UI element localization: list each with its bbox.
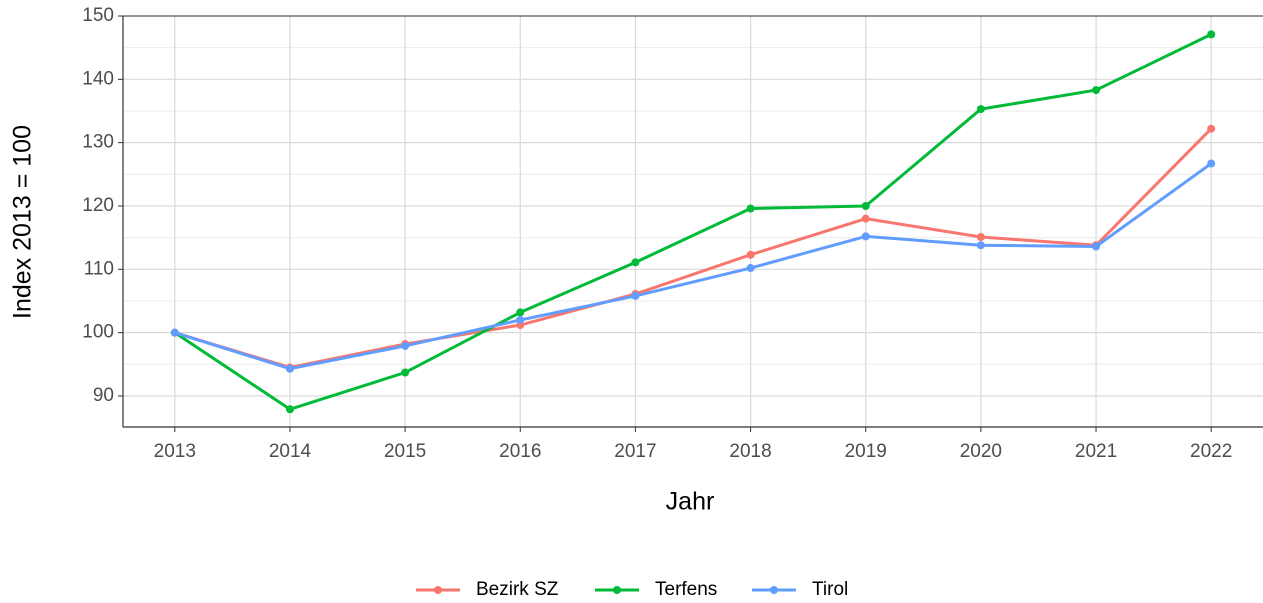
data-point: [401, 341, 410, 350]
x-tick-label: 2018: [729, 441, 771, 462]
x-tick-label: 2022: [1190, 441, 1232, 462]
legend-label: Bezirk SZ: [476, 579, 559, 600]
y-tick-label: 130: [82, 132, 114, 153]
x-axis-label: Jahr: [666, 488, 715, 516]
data-point: [1207, 159, 1216, 168]
x-tick-label: 2014: [269, 441, 312, 462]
y-tick-label: 150: [82, 5, 114, 26]
legend-label: Tirol: [812, 579, 848, 600]
data-point: [1092, 242, 1101, 251]
x-tick-label: 2017: [614, 441, 656, 462]
data-point: [631, 291, 640, 300]
data-point: [976, 105, 985, 114]
data-point: [1092, 86, 1101, 95]
x-tick-label: 2019: [845, 441, 887, 462]
data-point: [401, 368, 410, 377]
x-tick-label: 2021: [1075, 441, 1117, 462]
y-axis-label: Index 2013 = 100: [9, 125, 37, 319]
data-point: [285, 405, 294, 414]
data-point: [1207, 30, 1216, 39]
data-point: [285, 364, 294, 373]
y-tick-label: 140: [82, 68, 114, 89]
x-tick-label: 2020: [960, 441, 1002, 462]
y-tick-label: 100: [82, 322, 114, 343]
y-tick-label: 90: [93, 385, 114, 406]
data-point: [746, 250, 755, 259]
x-tick-label: 2013: [154, 441, 196, 462]
data-point: [976, 241, 985, 250]
data-point: [516, 308, 525, 317]
data-point: [1207, 124, 1216, 133]
data-point: [861, 201, 870, 210]
data-point: [976, 233, 985, 242]
legend-key-point: [770, 586, 778, 594]
legend-key-point: [613, 586, 621, 594]
data-point: [746, 204, 755, 213]
data-point: [170, 328, 179, 337]
x-tick-label: 2015: [384, 441, 426, 462]
data-point: [746, 264, 755, 273]
series-line: [174, 127, 1213, 370]
data-point: [861, 232, 870, 241]
series-line: [173, 33, 1212, 411]
data-point: [861, 214, 870, 223]
data-point: [516, 315, 525, 324]
y-tick-label: 120: [82, 195, 114, 216]
legend-label: Terfens: [655, 579, 717, 600]
series-line: [174, 162, 1213, 371]
data-point: [631, 258, 640, 267]
legend-key-point: [434, 586, 442, 594]
x-tick-label: 2016: [499, 441, 541, 462]
y-tick-label: 110: [84, 258, 114, 279]
